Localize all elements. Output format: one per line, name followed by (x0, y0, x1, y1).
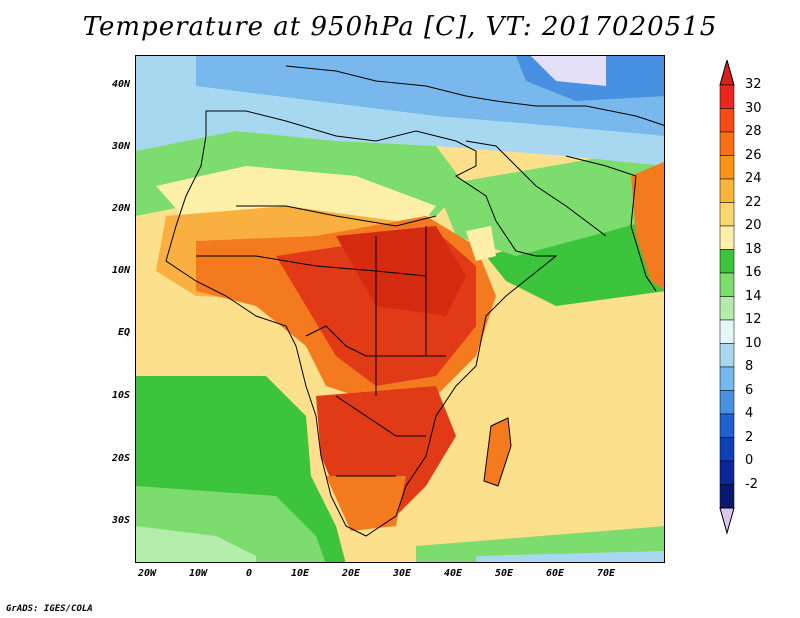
lon-label-40e: 40E (443, 568, 463, 579)
colorbar (719, 60, 735, 535)
south-atlantic-coolest-patch (136, 526, 256, 562)
colorbar-level-label: 4 (745, 406, 754, 421)
madagascar-coastline (483, 417, 512, 487)
lat-label-20n: 20N (111, 203, 130, 214)
colorbar-swatch (719, 319, 735, 344)
colorbar-swatch (719, 460, 735, 485)
sudan-hottest-region (336, 226, 466, 316)
colorbar-bottom-arrow (719, 507, 735, 535)
colorbar-swatch (719, 484, 735, 509)
madagascar (484, 418, 511, 486)
colorbar-level-label: 26 (745, 147, 762, 163)
lat-label-10n: 10N (111, 265, 130, 276)
colorbar-level-label: 22 (745, 194, 762, 210)
arabia-mild-band (436, 146, 664, 256)
colorbar-swatch (719, 390, 735, 415)
colorbar-level-label: 32 (745, 77, 762, 92)
colorbar-swatch (719, 178, 735, 203)
arabian-sea-cool-band (486, 206, 664, 306)
colorbar-swatch (719, 296, 735, 321)
colorbar-level-label: 8 (745, 359, 754, 374)
colorbar-swatch (719, 84, 735, 109)
lon-label-10e: 10E (290, 568, 310, 579)
colorbar-level-label: 2 (745, 429, 754, 445)
lat-label-10s: 10S (111, 390, 130, 401)
colorbar-level-label: 20 (745, 218, 762, 233)
colorbar-swatch (719, 413, 735, 438)
colorbar-swatch (719, 202, 735, 227)
colorbar-level-label: -2 (745, 476, 758, 492)
colorbar-level-label: 18 (745, 241, 762, 257)
colorbar-top-arrow (719, 60, 735, 86)
lat-label-20s: 20S (111, 453, 130, 464)
colorbar-level-label: 14 (745, 288, 762, 304)
colorbar-swatch (719, 155, 735, 180)
ethiopian-highlands (466, 226, 496, 261)
indian-ocean-south-cold-band (476, 551, 664, 562)
lon-label-50e: 50E (494, 568, 514, 579)
india-warm-region (631, 161, 664, 290)
lat-label-30n: 30N (111, 141, 130, 152)
mediterranean-coastline (285, 65, 664, 126)
colorbar-level-label: 30 (745, 100, 762, 116)
lon-label-10w: 10W (188, 568, 208, 579)
country-border (236, 205, 437, 227)
coldest-region (531, 56, 606, 86)
colorbar-swatch (719, 249, 735, 274)
africa-coastline (165, 110, 558, 537)
colorbar-swatch (719, 272, 735, 297)
lon-label-60e: 60E (545, 568, 565, 579)
colorbar-level-label: 10 (745, 335, 762, 351)
colorbar-swatch (719, 366, 735, 391)
country-border (335, 395, 426, 437)
colorbar-swatch (719, 108, 735, 133)
colorbar-swatch (719, 437, 735, 462)
map-title: Temperature at 950hPa [C], VT: 201702051… (82, 12, 718, 42)
lon-label-0: 0 (245, 568, 253, 579)
map-plot-area (135, 55, 665, 563)
colorbar-level-label: 16 (745, 265, 762, 280)
red-sea-coastline (465, 140, 607, 237)
colorbar-level-label: 0 (745, 453, 754, 468)
south-africa-warm-region (326, 476, 406, 531)
colorbar-swatch (719, 225, 735, 250)
lon-label-20e: 20E (341, 568, 361, 579)
lon-label-20w: 20W (137, 568, 157, 579)
grads-credit: GrADS: IGES/COLA (6, 604, 93, 614)
temperature-field-map (136, 56, 664, 562)
colorbar-swatch (719, 343, 735, 368)
country-border (196, 255, 427, 277)
lat-label-40n: 40N (111, 79, 130, 90)
lat-label-eq: EQ (117, 327, 130, 338)
colorbar-level-label: 6 (745, 382, 754, 398)
lon-label-70e: 70E (596, 568, 616, 579)
arabia-india-coastline (565, 155, 657, 292)
colorbar-level-label: 28 (745, 124, 762, 139)
colorbar-swatch (719, 131, 735, 156)
colorbar-level-label: 24 (745, 171, 762, 186)
coastlines (165, 65, 664, 537)
lon-label-30e: 30E (392, 568, 412, 579)
colorbar-level-label: 12 (745, 312, 762, 327)
lat-label-30s: 30S (111, 515, 130, 526)
